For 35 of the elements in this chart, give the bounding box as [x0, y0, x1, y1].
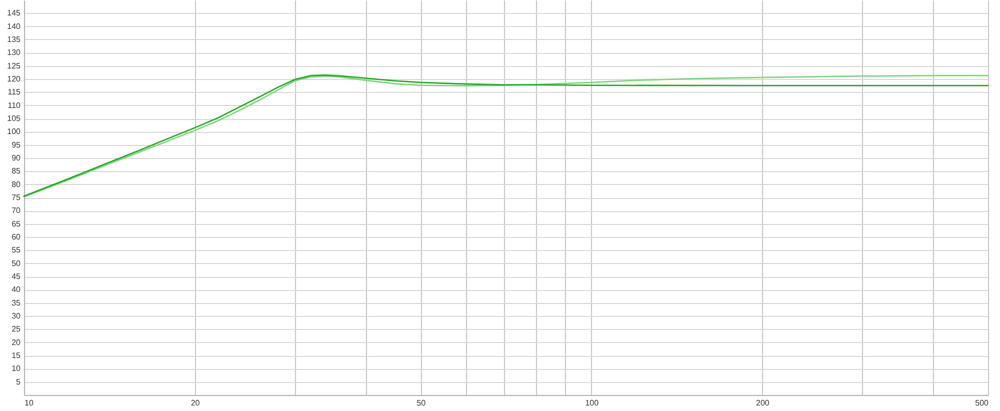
y-tick-label: 135 [7, 35, 22, 44]
x-tick-label: 100 [585, 398, 600, 408]
y-tick-label: 120 [7, 74, 22, 84]
y-tick-label: 5 [16, 377, 22, 386]
y-tick-label: 60 [12, 232, 22, 242]
y-tick-label: 105 [7, 114, 22, 123]
x-tick-label: 10 [24, 398, 34, 408]
y-tick-label: 75 [12, 193, 22, 202]
x-tick-label: 20 [190, 398, 200, 408]
y-tick-label: 85 [12, 166, 22, 176]
y-tick-label: 10 [12, 364, 22, 374]
y-tick-label: 90 [12, 154, 22, 162]
y-tick-label: 145 [7, 8, 22, 18]
y-tick-label: 70 [12, 206, 22, 216]
y-tick-label: 45 [12, 272, 22, 281]
y-tick-label: 95 [12, 140, 22, 150]
y-tick-label: 110 [8, 100, 22, 110]
y-tick-label: 125 [7, 61, 22, 70]
y-tick-label: 20 [12, 338, 22, 347]
y-tick-label: 55 [12, 246, 22, 255]
y-tick-label: 130 [7, 48, 22, 58]
x-tick-label: 50 [416, 398, 426, 408]
y-tick-label: 25 [12, 324, 22, 334]
y-tick-label: 40 [12, 285, 22, 294]
y-tick-label: 50 [12, 258, 22, 268]
y-tick-label: 15 [12, 351, 22, 360]
y-tick-label: 30 [12, 312, 22, 320]
y-tick-label: 140 [7, 22, 22, 31]
y-tick-label: 35 [12, 298, 22, 308]
y-tick-label: 100 [7, 127, 22, 136]
y-tick-label: 115 [8, 88, 22, 97]
y-tick-label: 80 [12, 180, 22, 189]
x-tick-label: 200 [756, 398, 770, 408]
y-tick-label: 65 [12, 219, 22, 228]
x-tick-label: 500 [975, 398, 990, 408]
